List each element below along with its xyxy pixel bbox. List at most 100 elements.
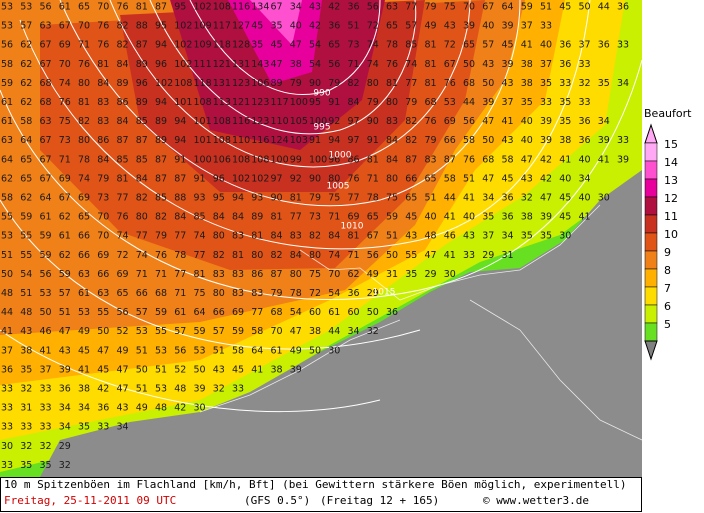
gust-value: 66	[78, 250, 90, 261]
gust-value: 76	[117, 2, 129, 13]
gust-value: 38	[78, 384, 90, 395]
gust-value: 58	[20, 116, 32, 127]
gust-value: 109	[194, 21, 212, 32]
gust-value: 84	[328, 231, 340, 242]
gust-value: 48	[1, 288, 13, 299]
gust-value: 85	[405, 40, 417, 51]
caption-run: (Freitag 12 + 165)	[320, 494, 439, 507]
gust-value: 80	[136, 212, 148, 223]
gust-value: 83	[97, 97, 109, 108]
gust-value: 67	[40, 154, 52, 165]
gust-value: 49	[78, 326, 90, 337]
gust-value: 74	[405, 59, 417, 70]
legend-swatch	[644, 196, 658, 216]
gust-value: 83	[232, 288, 244, 299]
gust-value: 123	[251, 116, 269, 127]
gust-value: 61	[59, 2, 71, 13]
gust-value: 80	[213, 231, 225, 242]
legend-label: 13	[664, 174, 678, 187]
gust-value: 32	[20, 441, 32, 452]
gust-value: 80	[78, 78, 90, 89]
gust-value: 77	[290, 212, 302, 223]
gust-value: 79	[328, 78, 340, 89]
legend-swatch	[644, 178, 658, 198]
gust-value: 79	[405, 97, 417, 108]
gust-value: 116	[232, 116, 250, 127]
gust-value: 70	[271, 326, 283, 337]
legend-label: 15	[664, 138, 678, 151]
gust-value: 86	[348, 154, 360, 165]
gust-value: 51	[1, 250, 13, 261]
gust-value: 68	[425, 97, 437, 108]
gust-value: 77	[405, 78, 417, 89]
legend-swatch	[644, 160, 658, 180]
gust-value: 50	[367, 307, 379, 318]
legend-title: Beaufort	[644, 107, 692, 120]
gust-value: 64	[502, 2, 514, 13]
gust-value: 45	[405, 212, 417, 223]
gust-value: 43	[463, 231, 475, 242]
gust-value: 39	[502, 59, 514, 70]
gust-value: 65	[463, 40, 475, 51]
gust-value: 100	[271, 154, 289, 165]
gust-value: 58	[1, 193, 13, 204]
gust-grid: 53 53 56 61 65 70 76 81 87 95 102 108 116 134 67 34 43 42…	[1, 2, 629, 471]
gust-value: 100	[290, 97, 308, 108]
gust-value: 67	[271, 2, 283, 13]
gust-value: 51	[20, 288, 32, 299]
legend-label: 14	[664, 156, 678, 169]
gust-value: 80	[78, 135, 90, 146]
gust-value: 111	[194, 59, 212, 70]
legend-swatch	[644, 304, 658, 324]
gust-value: 91	[328, 97, 340, 108]
legend-label: 6	[664, 300, 671, 313]
gust-value: 39	[194, 384, 206, 395]
gust-value: 38	[559, 135, 571, 146]
gust-value: 63	[97, 288, 109, 299]
gust-value: 80	[386, 97, 398, 108]
gust-value: 36	[97, 403, 109, 414]
gust-value: 35	[482, 212, 494, 223]
gust-value: 51	[136, 345, 148, 356]
gust-value: 51	[425, 193, 437, 204]
gust-value: 39	[540, 135, 552, 146]
gust-value: 37	[40, 364, 52, 375]
gust-value: 50	[194, 364, 206, 375]
gust-value: 43	[521, 173, 533, 184]
gust-value: 35	[20, 364, 32, 375]
gust-value: 101	[194, 116, 212, 127]
gust-value: 34	[348, 326, 360, 337]
gust-value: 35	[405, 269, 417, 280]
gust-value: 70	[463, 2, 475, 13]
gust-value: 95	[174, 2, 186, 13]
gust-value: 81	[290, 193, 302, 204]
gust-value: 82	[117, 40, 129, 51]
gust-value: 53	[78, 307, 90, 318]
gust-value: 71	[348, 250, 360, 261]
gust-value: 40	[521, 135, 533, 146]
gust-value: 62	[20, 59, 32, 70]
gust-value: 69	[59, 173, 71, 184]
gust-value: 79	[309, 193, 321, 204]
gust-value: 33	[1, 403, 13, 414]
gust-value: 72	[367, 21, 379, 32]
gust-value: 100	[309, 154, 327, 165]
gust-value: 74	[59, 78, 71, 89]
gust-value: 34	[59, 403, 71, 414]
gust-value: 116	[251, 135, 269, 146]
gust-value: 44	[444, 193, 456, 204]
gust-value: 36	[579, 116, 591, 127]
gust-value: 121	[232, 97, 250, 108]
gust-value: 85	[117, 154, 129, 165]
gust-value: 79	[290, 78, 302, 89]
gust-value: 65	[20, 173, 32, 184]
gust-value: 51	[213, 345, 225, 356]
gust-value: 57	[482, 40, 494, 51]
gust-value: 71	[59, 154, 71, 165]
gust-value: 100	[309, 116, 327, 127]
gust-value: 94	[174, 135, 186, 146]
gust-value: 36	[59, 384, 71, 395]
legend-swatch	[644, 142, 658, 162]
gust-value: 45	[502, 40, 514, 51]
gust-value: 81	[271, 212, 283, 223]
